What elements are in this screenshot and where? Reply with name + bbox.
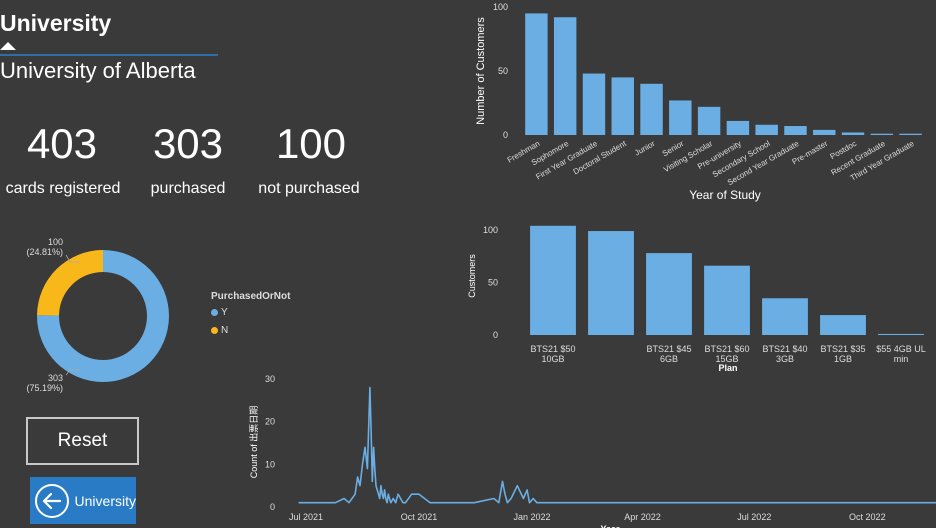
x-tick-label: 10GB	[541, 354, 564, 364]
x-tick-label: Jul 2021	[289, 512, 323, 522]
bar-blank[interactable]	[588, 231, 634, 335]
bar-freshman[interactable]	[525, 13, 548, 135]
kpi-purchased-value: 303	[152, 120, 224, 167]
x-axis-title: Year of Study	[689, 188, 761, 202]
bar-third-year-graduate[interactable]	[899, 133, 922, 135]
y-tick-label: 50	[488, 278, 498, 288]
legend-dot-y-icon	[211, 308, 218, 316]
x-tick-label: Jan 2022	[513, 512, 550, 522]
y-tick-label: 50	[498, 66, 508, 76]
bar-bts21-50-10gb[interactable]	[530, 225, 576, 335]
bar-secondary-school[interactable]	[755, 124, 778, 135]
bar-bts21-35-1gb[interactable]	[820, 315, 866, 335]
slicer-title: University	[0, 10, 112, 36]
back-arrow-icon	[35, 483, 69, 518]
bar-bts21-45-6gb[interactable]	[646, 253, 692, 335]
donut-label-n-percent: (24.81%)	[26, 247, 63, 257]
x-tick-label: Apr 2022	[624, 512, 661, 522]
x-tick-label: Jul 2022	[737, 512, 771, 522]
bar-sophomore[interactable]	[553, 17, 577, 136]
bar-pre-master[interactable]	[813, 129, 836, 135]
leader-line	[65, 254, 80, 263]
bar-junior[interactable]	[640, 83, 663, 135]
y-tick-label: 0	[493, 330, 498, 340]
kpi-not-purchased-value: 100	[275, 120, 347, 167]
bar-visiting-scholar[interactable]	[697, 106, 721, 135]
x-tick-label: BTS21 $60	[704, 344, 749, 354]
x-tick-label: BTS21 $40	[762, 344, 807, 354]
x-tick-label: 3GB	[776, 354, 794, 364]
timeline-chart: 0 10 20 30 Jul 2021 Oct 2021 Jan 2022 Apr 2022 J…	[248, 374, 936, 528]
y-axis-title: Number of Customers	[475, 17, 487, 125]
legend-title: PurchasedOrNot	[211, 291, 291, 302]
x-tick-label: Oct 2022	[849, 512, 886, 522]
leader-line	[65, 369, 80, 376]
donut-chart: 100(24.81%) 303(75.19%)	[26, 237, 170, 393]
y-tick-label: 0	[503, 130, 508, 140]
reset-button[interactable]: Reset	[26, 417, 139, 465]
x-tick-label: Oct 2021	[401, 512, 438, 522]
donut-label-n-count: 100	[48, 237, 63, 247]
x-tick-label: 15GB	[715, 354, 738, 364]
x-tick-label: BTS21 $50	[530, 344, 575, 354]
bar-recent-graduate[interactable]	[870, 133, 894, 135]
kpi-cards-registered-label: cards registered	[5, 180, 121, 197]
x-tick-label: Junior	[633, 139, 657, 158]
slicer-divider	[0, 54, 218, 56]
legend-label-n: N	[221, 325, 229, 336]
x-tick-label: 6GB	[660, 354, 678, 364]
bar-bts21-40-3gb[interactable]	[762, 298, 808, 335]
y-axis-title: Customers	[467, 254, 477, 298]
x-tick-label: min	[894, 354, 909, 364]
donut-label-y-percent: (75.19%)	[26, 383, 63, 393]
slicer-selected-value[interactable]: University of Alberta	[0, 58, 196, 83]
bar-55-4gb-ul-min[interactable]	[878, 333, 924, 335]
bar-second-year-graduate[interactable]	[784, 126, 807, 135]
x-tick-label: 1GB	[834, 354, 852, 364]
y-tick-label: 100	[483, 225, 498, 235]
legend-dot-n-icon	[211, 326, 218, 334]
bar-doctoral-student[interactable]	[611, 77, 634, 135]
y-tick-label: 20	[265, 417, 275, 427]
y-tick-label: 100	[493, 2, 508, 12]
university-button-label: University	[74, 492, 136, 509]
bar-postdoc[interactable]	[841, 132, 865, 135]
donut-slice-y[interactable]	[36, 250, 170, 382]
x-axis-title: Plan	[718, 363, 737, 373]
y-axis-title: Count of 出票日期	[248, 406, 259, 479]
x-tick-label: $55 4GB UL	[876, 344, 926, 354]
x-axis-title: Year	[600, 524, 620, 528]
x-tick-label: BTS21 $35	[820, 344, 865, 354]
bar-first-year-graduate[interactable]	[582, 73, 606, 135]
legend-item-y[interactable]: Y	[211, 307, 228, 318]
y-tick-label: 10	[265, 459, 275, 469]
kpi-cards-registered-value: 403	[26, 120, 98, 167]
donut-label-y-count: 303	[48, 373, 63, 383]
kpi-not-purchased-label: not purchased	[258, 180, 360, 197]
x-tick-label: BTS21 $45	[646, 344, 691, 354]
legend-item-n[interactable]: N	[211, 325, 228, 336]
donut-slice-n[interactable]	[37, 250, 103, 316]
kpi-purchased-label: purchased	[150, 180, 226, 197]
bar-pre-university[interactable]	[726, 120, 750, 135]
timeline-line[interactable]	[298, 386, 936, 504]
university-back-button[interactable]: University	[30, 477, 136, 524]
bar-bts21-60-15gb[interactable]	[704, 265, 750, 335]
y-tick-label: 0	[270, 502, 275, 512]
legend-label-y: Y	[221, 307, 228, 318]
y-tick-label: 30	[265, 374, 275, 384]
bar-senior[interactable]	[669, 100, 692, 135]
collapse-caret-icon[interactable]	[0, 42, 16, 50]
